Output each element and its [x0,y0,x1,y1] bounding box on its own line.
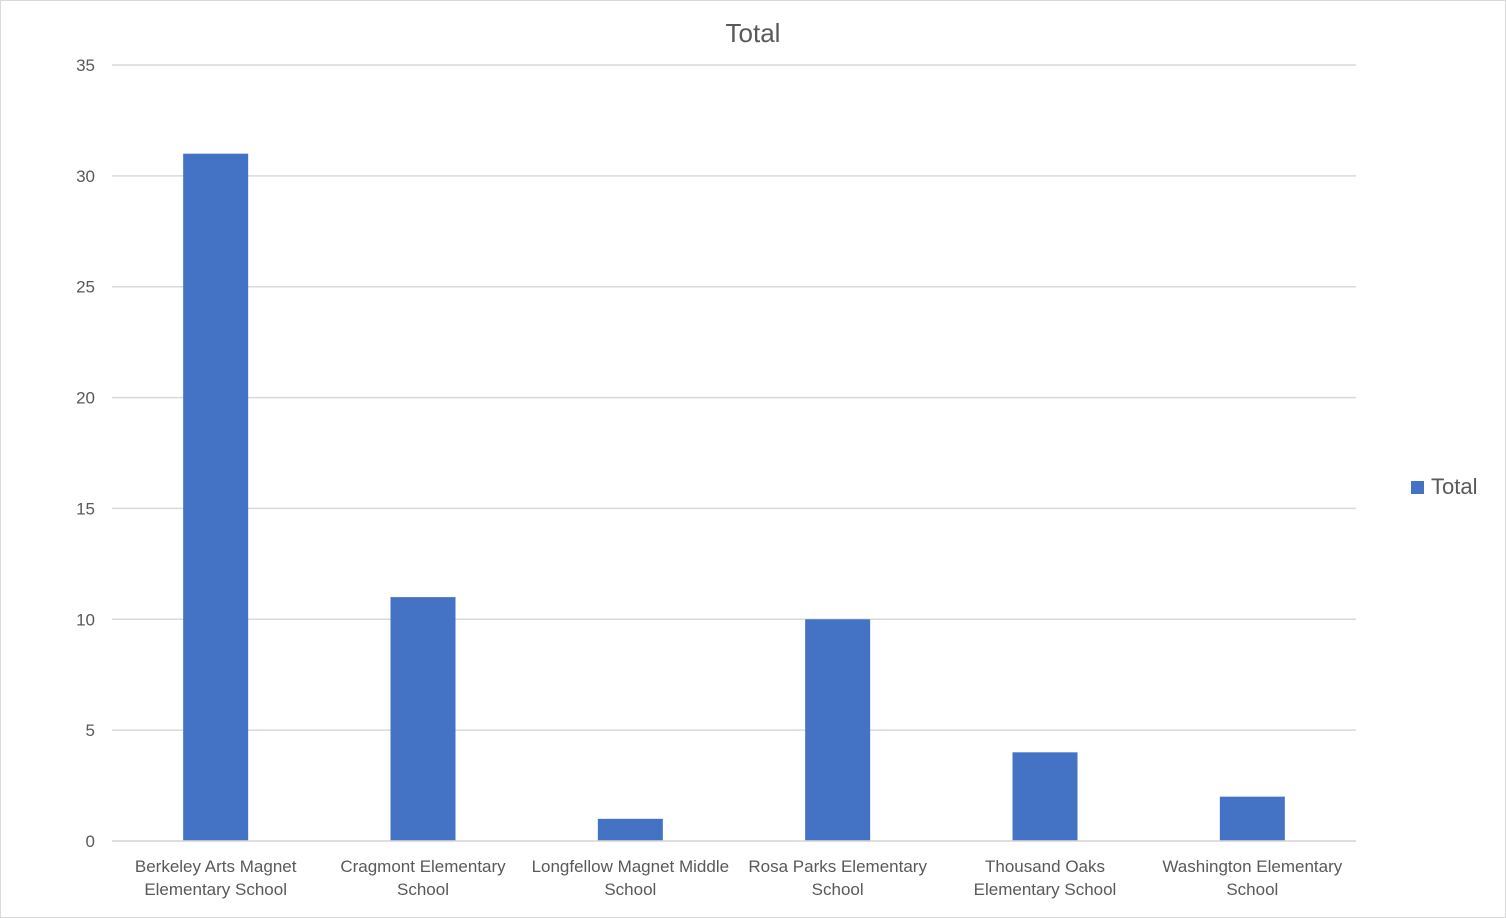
category-label: School [1226,880,1278,899]
y-tick-label: 5 [86,721,95,740]
bar [1012,752,1078,841]
bar [597,818,663,841]
y-tick-label: 0 [86,832,95,851]
y-axis-ticks: 0 5 10 15 20 25 30 35 [76,56,95,851]
category-label: Rosa Parks Elementary [748,857,927,876]
y-tick-label: 25 [76,278,95,297]
bar [183,153,249,841]
legend-swatch [1411,480,1424,494]
category-label: Berkeley Arts Magnet [135,857,297,876]
y-tick-label: 15 [76,499,95,518]
bar [390,597,456,841]
y-tick-label: 30 [76,167,95,186]
category-label: School [604,880,656,899]
gridlines [112,64,1356,842]
category-label: School [812,880,864,899]
category-label: Cragmont Elementary [340,857,506,876]
category-label: Elementary School [144,880,287,899]
bar [805,619,871,841]
legend-label: Total [1431,474,1478,499]
y-tick-label: 10 [76,610,95,629]
y-tick-label: 20 [76,389,95,408]
category-label: Elementary School [974,880,1117,899]
category-labels: Berkeley Arts Magnet Elementary School Cra… [135,857,1343,899]
bar [1219,796,1285,841]
y-tick-label: 35 [76,56,95,75]
category-label: Washington Elementary [1162,857,1342,876]
bars [112,153,1356,842]
chart-title: Total [725,18,781,48]
category-label: School [397,880,449,899]
category-label: Longfellow Magnet Middle [532,857,730,876]
category-label: Thousand Oaks [985,857,1105,876]
legend: Total [1411,474,1477,500]
